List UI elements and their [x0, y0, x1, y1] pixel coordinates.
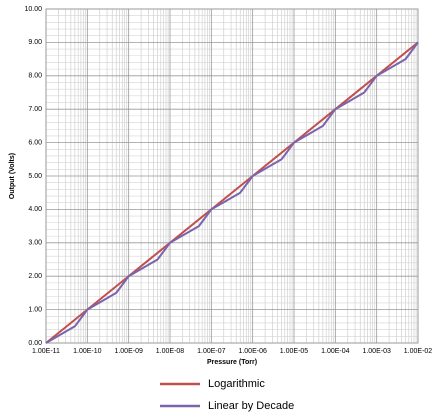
x-tick-label: 1.00E-05 [280, 348, 309, 355]
y-tick-label: 10.00 [24, 6, 42, 13]
y-tick-label: 0.00 [28, 340, 42, 347]
series-line [45, 41, 419, 344]
y-tick-label: 6.00 [28, 139, 42, 146]
x-tick-label: 1.00E-04 [321, 348, 350, 355]
x-axis-label: Pressure (Torr) [207, 359, 257, 366]
legend-label: Linear by Decade [208, 400, 294, 412]
y-axis-label: Output (Volts) [9, 153, 16, 199]
y-tick-label: 8.00 [28, 73, 42, 80]
y-tick-label: 5.00 [28, 173, 42, 180]
y-tick-label: 3.00 [28, 240, 42, 247]
legend-label: Logarithmic [208, 378, 265, 390]
y-tick-label: 7.00 [28, 106, 42, 113]
x-tick-label: 1.00E-08 [156, 348, 185, 355]
x-tick-label: 1.00E-02 [404, 348, 433, 355]
x-tick-label: 1.00E-06 [238, 348, 267, 355]
y-tick-label: 9.00 [28, 39, 42, 46]
y-tick-label: 1.00 [28, 306, 42, 313]
y-tick-label: 2.00 [28, 273, 42, 280]
x-tick-label: 1.00E-09 [114, 348, 143, 355]
y-tick-label: 4.00 [28, 206, 42, 213]
x-tick-label: 1.00E-07 [197, 348, 226, 355]
series-line [45, 41, 419, 344]
x-tick-label: 1.00E-11 [32, 348, 60, 355]
x-tick-label: 1.00E-03 [362, 348, 391, 355]
x-tick-label: 1.00E-10 [73, 348, 102, 355]
